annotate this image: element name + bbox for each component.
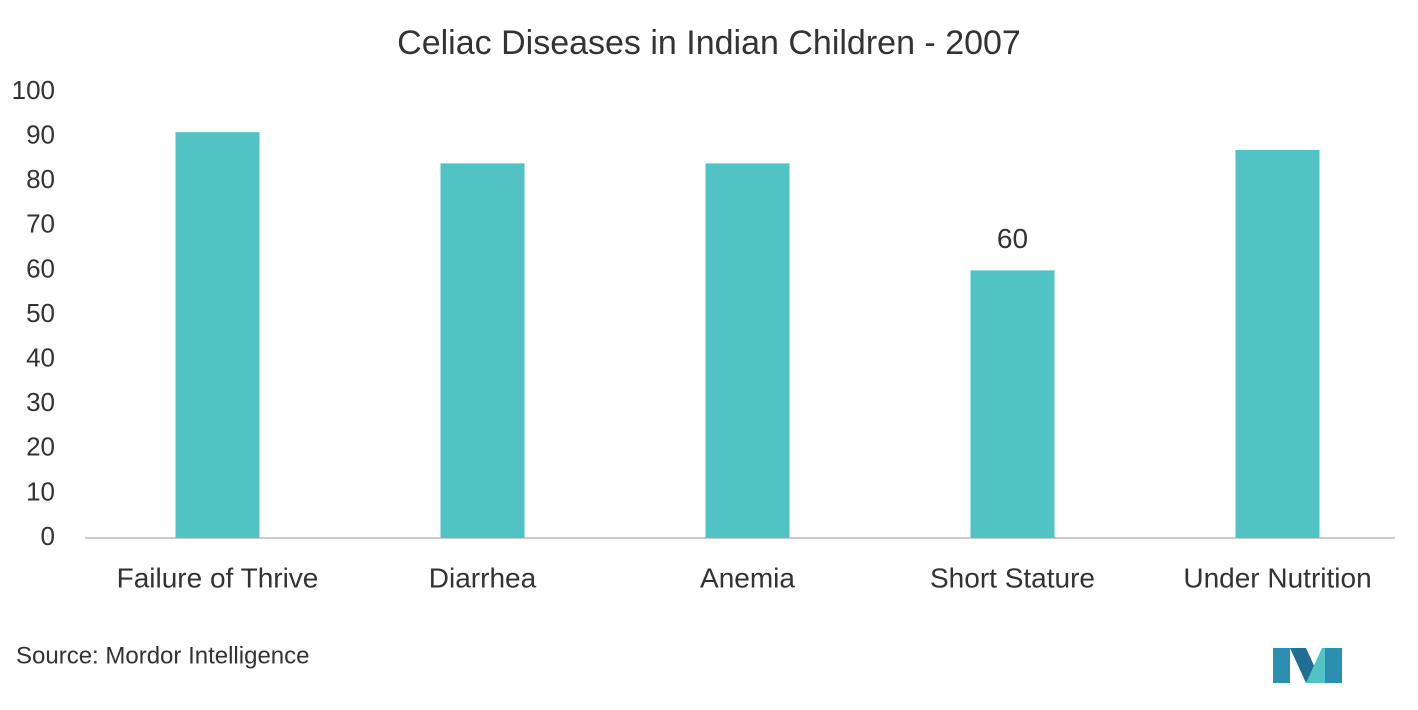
bar	[705, 163, 790, 539]
y-tick-label: 90	[26, 119, 55, 149]
y-tick-label: 100	[12, 75, 55, 105]
y-tick-label: 10	[26, 476, 55, 506]
bar	[1235, 149, 1320, 539]
x-tick-label: Short Stature	[930, 562, 1095, 593]
x-tick-label: Anemia	[700, 562, 795, 593]
chart-title: Celiac Diseases in Indian Children - 200…	[397, 24, 1021, 62]
y-tick-label: 20	[26, 432, 55, 462]
logo-part	[1273, 648, 1290, 683]
y-tick-label: 30	[26, 387, 55, 417]
logo-part	[1306, 648, 1325, 683]
x-tick-label: Failure of Thrive	[117, 562, 319, 593]
logo	[1273, 648, 1342, 683]
data-label: 60	[997, 223, 1028, 254]
bar	[970, 270, 1055, 538]
x-tick-label: Diarrhea	[429, 562, 537, 593]
y-tick-label: 40	[26, 342, 55, 372]
y-tick-label: 70	[26, 209, 55, 239]
y-tick-label: 50	[26, 298, 55, 328]
x-tick-label: Under Nutrition	[1183, 562, 1371, 593]
logo-part	[1325, 648, 1342, 683]
bar	[440, 163, 525, 539]
y-tick-label: 0	[41, 521, 55, 551]
bar	[175, 132, 260, 538]
source: Source: Mordor Intelligence	[16, 642, 309, 669]
y-tick-label: 80	[26, 164, 55, 194]
y-tick-label: 60	[26, 253, 55, 283]
